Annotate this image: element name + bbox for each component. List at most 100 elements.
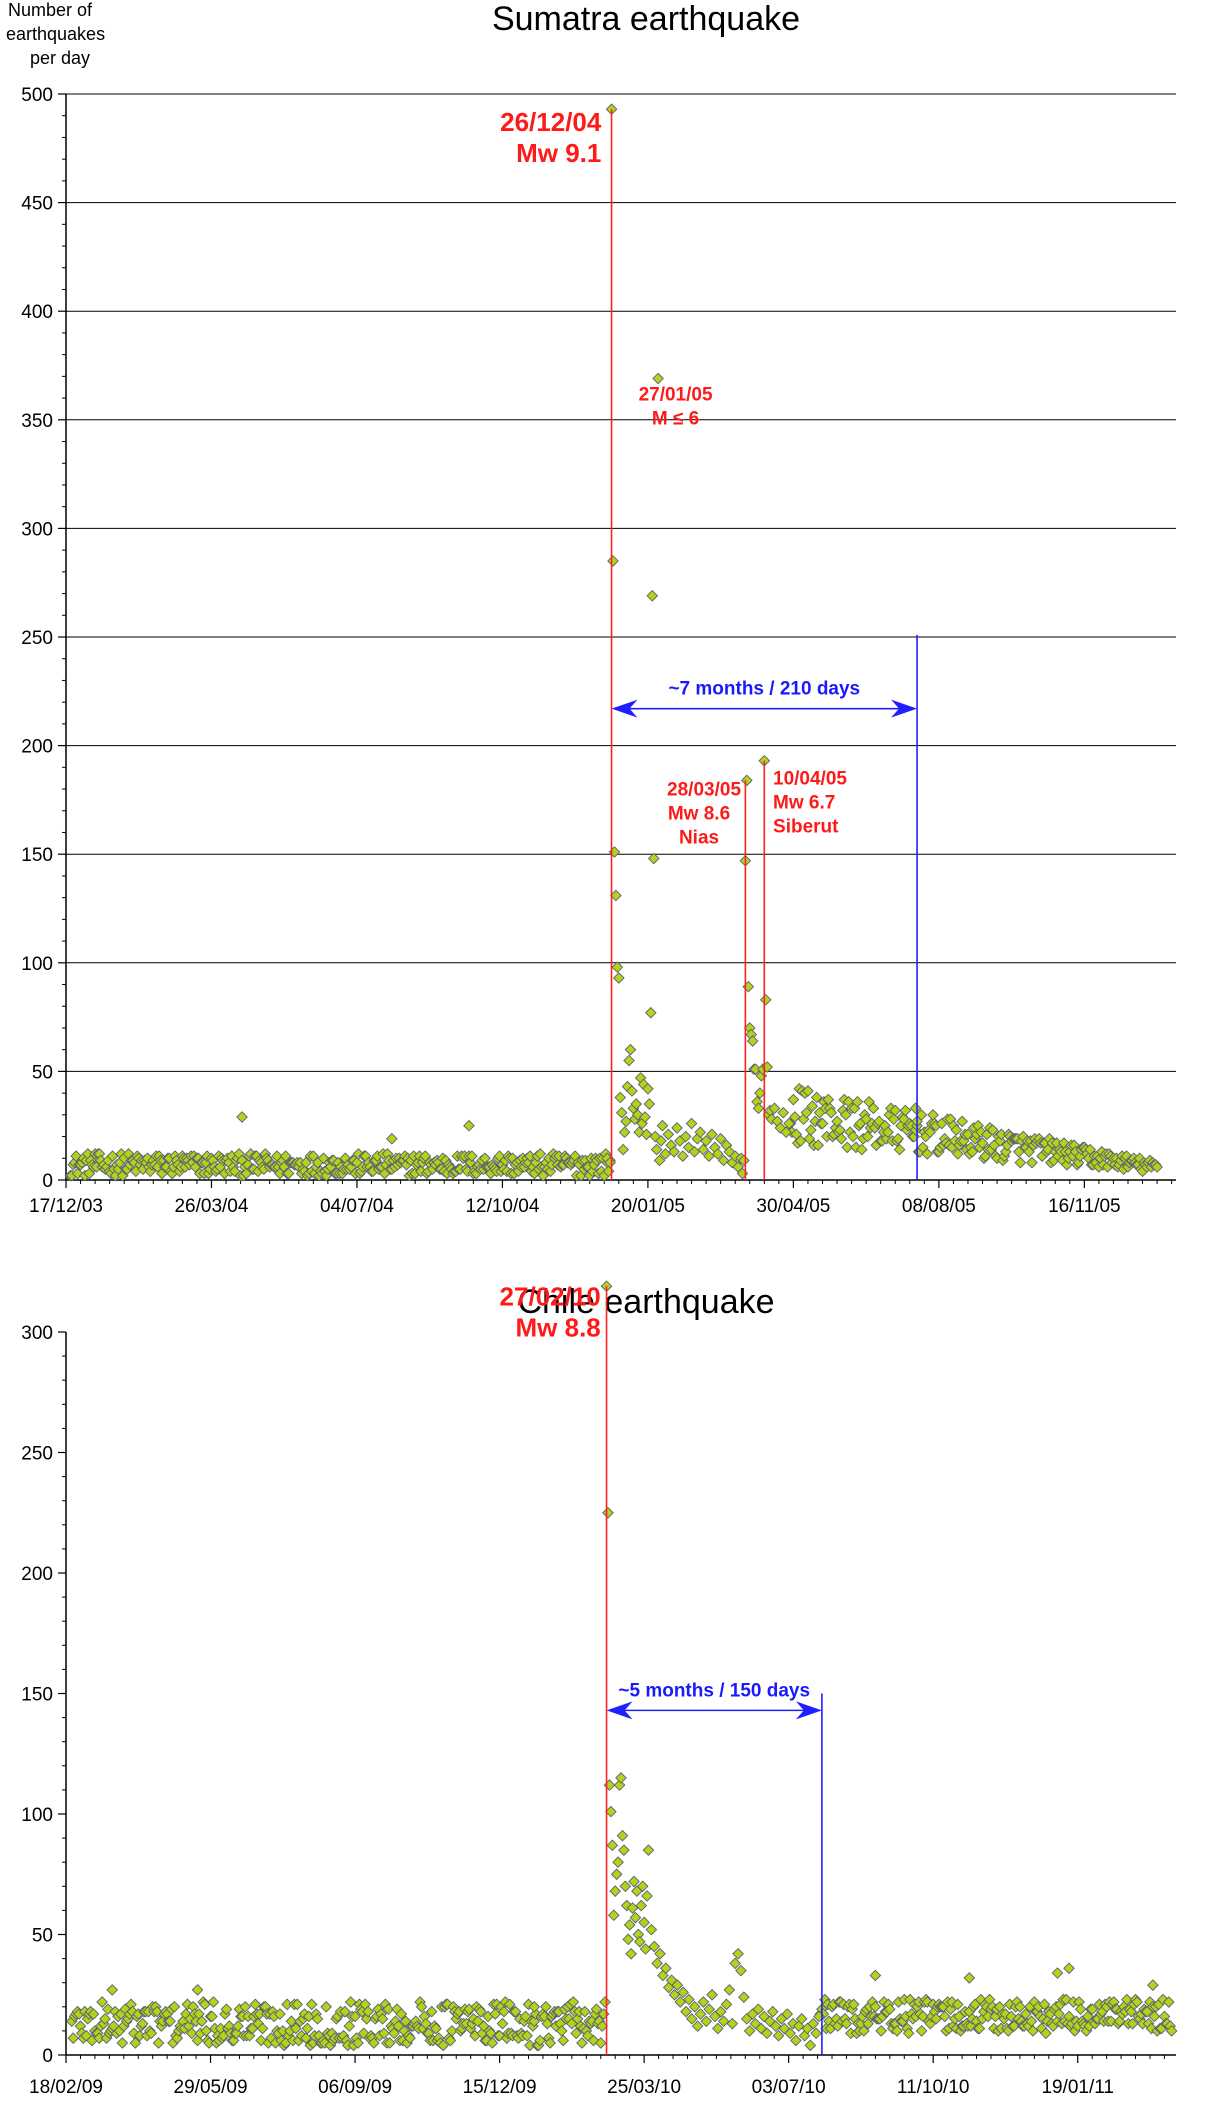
- data-point: [466, 1150, 478, 1162]
- data-point: [249, 1998, 262, 2011]
- data-point: [151, 2005, 163, 2018]
- x-tick-label: 04/07/04: [320, 1196, 394, 1217]
- data-point: [746, 1035, 759, 1047]
- data-point: [1126, 2017, 1139, 2030]
- data-point: [781, 2008, 794, 2020]
- data-point: [616, 1829, 629, 1842]
- data-point: [685, 2013, 698, 2025]
- data-point: [618, 1844, 630, 1856]
- data-point: [615, 1106, 628, 1119]
- data-point: [87, 2008, 100, 2020]
- x-tick-label: 25/03/10: [607, 2077, 681, 2098]
- data-point: [738, 1154, 750, 1167]
- y-tick-label: 350: [21, 411, 53, 432]
- data-point: [668, 1988, 681, 2001]
- data-point: [623, 1054, 635, 1067]
- data-point: [795, 2013, 808, 2025]
- data-point: [557, 2034, 570, 2047]
- data-point: [812, 1139, 824, 1152]
- sumatra-chart-title: Sumatra earthquake: [492, 0, 800, 38]
- y-axis-label-line-2: earthquakes: [6, 24, 105, 44]
- data-point: [772, 2029, 785, 2042]
- data-point: [810, 2027, 822, 2040]
- data-point: [444, 2034, 457, 2047]
- data-point: [581, 2029, 594, 2042]
- data-point: [626, 1085, 638, 1097]
- data-point: [851, 1095, 864, 1108]
- data-point: [610, 889, 622, 902]
- data-point: [723, 1984, 736, 1996]
- data-point: [152, 2037, 165, 2049]
- data-point: [973, 2022, 986, 2035]
- data-point: [790, 2034, 802, 2047]
- data-point: [706, 1128, 718, 1141]
- data-point: [700, 2015, 713, 2028]
- y-tick-label: 300: [21, 519, 53, 540]
- data-point: [1008, 2020, 1020, 2032]
- data-point: [847, 1998, 860, 2011]
- data-point: [768, 1102, 781, 1115]
- x-tick-label: 20/01/05: [611, 1196, 685, 1217]
- y-tick-label: 450: [21, 194, 53, 215]
- data-point: [668, 1145, 680, 1158]
- data-point: [493, 1150, 506, 1162]
- data-point: [869, 1969, 882, 1982]
- data-point: [902, 2027, 915, 2040]
- data-point: [805, 1124, 817, 1136]
- data-point: [711, 2022, 724, 2035]
- data-point: [285, 2015, 298, 2028]
- y-tick-label: 200: [21, 1564, 53, 1585]
- data-point: [1121, 1993, 1133, 2006]
- data-point: [544, 2037, 557, 2049]
- data-point: [1165, 2025, 1178, 2037]
- data-point: [648, 1940, 661, 1953]
- data-point: [650, 1143, 663, 1156]
- data-point: [899, 1104, 912, 1117]
- data-point: [855, 1143, 868, 1156]
- y-axis-label-line-1: Number of: [8, 0, 93, 20]
- data-point: [541, 2017, 554, 2030]
- data-point: [950, 1124, 963, 1136]
- event-annotation-line: Nias: [679, 828, 719, 849]
- data-point: [629, 1911, 642, 1924]
- data-point: [685, 1117, 698, 1130]
- data-point: [807, 2017, 820, 2030]
- data-point: [889, 1104, 902, 1117]
- data-point: [136, 2017, 149, 2030]
- data-point: [1072, 1156, 1085, 1169]
- data-point: [691, 2020, 704, 2032]
- data-point: [239, 2000, 252, 2013]
- data-point: [1125, 2005, 1138, 2018]
- data-point: [230, 2027, 243, 2040]
- event-annotation-line: Mw 8.8: [516, 1312, 601, 1342]
- data-point: [613, 1779, 626, 1791]
- data-point: [70, 1150, 83, 1162]
- data-point: [612, 972, 625, 984]
- x-tick-label: 30/04/05: [756, 1196, 830, 1217]
- x-tick-label: 12/10/04: [465, 1196, 539, 1217]
- data-point: [729, 1957, 742, 1970]
- data-point: [605, 1805, 617, 1818]
- data-point: [1148, 2010, 1161, 2023]
- data-point: [759, 993, 772, 1006]
- data-point: [607, 555, 619, 567]
- data-point: [769, 2020, 782, 2032]
- data-point: [528, 2000, 541, 2013]
- data-point: [777, 1106, 790, 1119]
- data-point: [703, 2003, 716, 2016]
- data-point: [956, 1115, 968, 1128]
- data-point: [655, 1135, 667, 1147]
- data-point: [883, 2003, 896, 2016]
- data-point: [999, 1145, 1012, 1158]
- y-tick-label: 300: [21, 1323, 53, 1344]
- event-annotation-line: 27/01/05: [639, 384, 713, 405]
- data-point: [909, 1102, 922, 1115]
- data-point: [835, 1132, 848, 1145]
- data-point: [867, 1102, 880, 1115]
- data-point: [611, 961, 624, 973]
- data-point: [915, 2025, 928, 2037]
- data-point: [694, 1126, 707, 1139]
- data-point: [1038, 1998, 1051, 2011]
- data-points: [64, 103, 1163, 1182]
- data-point: [873, 1115, 886, 1128]
